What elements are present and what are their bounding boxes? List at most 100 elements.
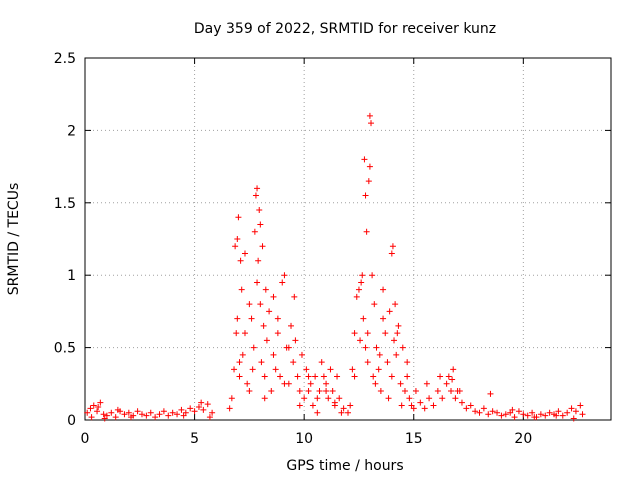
- data-point: [206, 414, 213, 421]
- data-point: [292, 337, 299, 344]
- data-point: [261, 395, 268, 402]
- data-point: [568, 405, 575, 412]
- data-point: [487, 390, 494, 397]
- plot-frame: [84, 57, 612, 421]
- data-point: [559, 412, 566, 419]
- data-point: [95, 403, 102, 410]
- data-point: [430, 402, 437, 409]
- data-point: [458, 399, 465, 406]
- data-point: [351, 373, 358, 380]
- data-point: [368, 120, 375, 127]
- data-point: [467, 402, 474, 409]
- data-point: [258, 359, 265, 366]
- data-point: [237, 257, 244, 264]
- data-point: [241, 330, 248, 337]
- data-point: [449, 376, 456, 383]
- data-point: [250, 344, 257, 351]
- data-point: [358, 279, 365, 286]
- y-tick-label: 2: [67, 123, 76, 139]
- data-point: [380, 286, 387, 293]
- data-point: [268, 388, 275, 395]
- data-point: [318, 359, 325, 366]
- data-point: [296, 402, 303, 409]
- data-point: [362, 344, 369, 351]
- data-point: [391, 337, 398, 344]
- data-point: [228, 395, 235, 402]
- data-point: [125, 409, 132, 416]
- data-point: [160, 408, 167, 415]
- data-point: [174, 411, 181, 418]
- data-point: [257, 301, 264, 308]
- data-point: [262, 286, 269, 293]
- data-point: [450, 366, 457, 373]
- data-point: [323, 388, 330, 395]
- data-point: [84, 409, 91, 416]
- data-point: [380, 315, 387, 322]
- data-point: [231, 366, 238, 373]
- data-point: [366, 163, 373, 170]
- data-point: [394, 330, 401, 337]
- data-point: [366, 112, 373, 119]
- data-point: [274, 315, 281, 322]
- data-point: [121, 411, 128, 418]
- data-point: [152, 414, 159, 421]
- data-point: [97, 399, 104, 406]
- data-point: [338, 409, 345, 416]
- data-point: [266, 308, 273, 315]
- data-point: [417, 399, 424, 406]
- grid: [85, 58, 611, 420]
- data-point: [290, 359, 297, 366]
- data-point: [399, 344, 406, 351]
- data-point: [448, 388, 455, 395]
- x-tick-label: 10: [295, 431, 313, 447]
- data-point: [272, 366, 279, 373]
- data-point: [88, 414, 95, 421]
- data-point: [270, 351, 277, 358]
- data-point: [494, 409, 501, 416]
- data-point: [291, 293, 298, 300]
- data-point: [515, 408, 522, 415]
- x-tick-label: 0: [81, 431, 90, 447]
- data-point: [359, 272, 366, 279]
- data-point: [372, 380, 379, 387]
- data-point: [259, 243, 266, 250]
- data-point: [360, 315, 367, 322]
- data-point: [384, 359, 391, 366]
- data-point: [489, 408, 496, 415]
- data-point: [234, 315, 241, 322]
- data-point: [325, 395, 332, 402]
- data-point: [288, 322, 295, 329]
- data-point: [376, 351, 383, 358]
- data-point: [524, 412, 531, 419]
- data-point: [309, 402, 316, 409]
- data-point: [555, 408, 562, 415]
- data-point: [480, 405, 487, 412]
- data-point: [232, 243, 239, 250]
- data-point: [187, 405, 194, 412]
- data-point: [307, 380, 314, 387]
- data-point: [200, 406, 207, 413]
- data-point: [239, 351, 246, 358]
- data-point: [340, 405, 347, 412]
- data-point: [305, 388, 312, 395]
- data-point: [423, 380, 430, 387]
- data-point: [445, 373, 452, 380]
- data-point: [357, 337, 364, 344]
- data-point: [437, 373, 444, 380]
- data-point: [255, 257, 262, 264]
- data-point: [398, 402, 405, 409]
- data-point: [209, 409, 216, 416]
- data-point: [542, 412, 549, 419]
- data-point: [498, 412, 505, 419]
- x-tick-label: 15: [405, 431, 423, 447]
- data-point: [254, 279, 261, 286]
- data-point: [236, 373, 243, 380]
- x-tick-label: 20: [514, 431, 532, 447]
- data-point: [198, 399, 205, 406]
- data-point: [260, 322, 267, 329]
- data-point: [246, 388, 253, 395]
- data-point: [364, 359, 371, 366]
- data-point: [369, 272, 376, 279]
- data-point: [421, 405, 428, 412]
- data-point: [443, 380, 450, 387]
